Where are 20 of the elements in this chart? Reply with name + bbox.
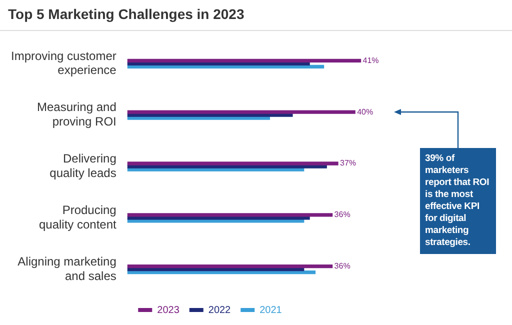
y-tick-label: Aligning marketing and sales — [18, 254, 116, 283]
data-label: 40% — [357, 107, 374, 116]
data-label: 41% — [362, 56, 379, 65]
legend-label: 2022 — [208, 304, 232, 316]
bar — [127, 213, 333, 217]
data-label: 36% — [334, 262, 350, 271]
data-label: 36% — [334, 210, 350, 220]
legend-label: 2021 — [260, 304, 282, 316]
bar — [127, 264, 333, 268]
y-tick-label: Measuring and proving ROI — [36, 100, 116, 129]
y-tick-label: Producing quality content — [38, 203, 118, 232]
y-tick-label: Delivering quality leads — [50, 152, 116, 180]
y-tick-label: Improving customer experience — [10, 48, 117, 78]
bar — [127, 110, 356, 114]
chart-title: Top 5 Marketing Challenges in 2023 — [8, 6, 244, 22]
bar — [127, 162, 338, 166]
text: 39% of marketers report that ROI is the most effective KPI for digital marketing strategies. — [420, 148, 496, 254]
legend-label: 2023 — [157, 304, 180, 316]
bar — [127, 58, 362, 63]
data-label: 37% — [340, 158, 356, 168]
